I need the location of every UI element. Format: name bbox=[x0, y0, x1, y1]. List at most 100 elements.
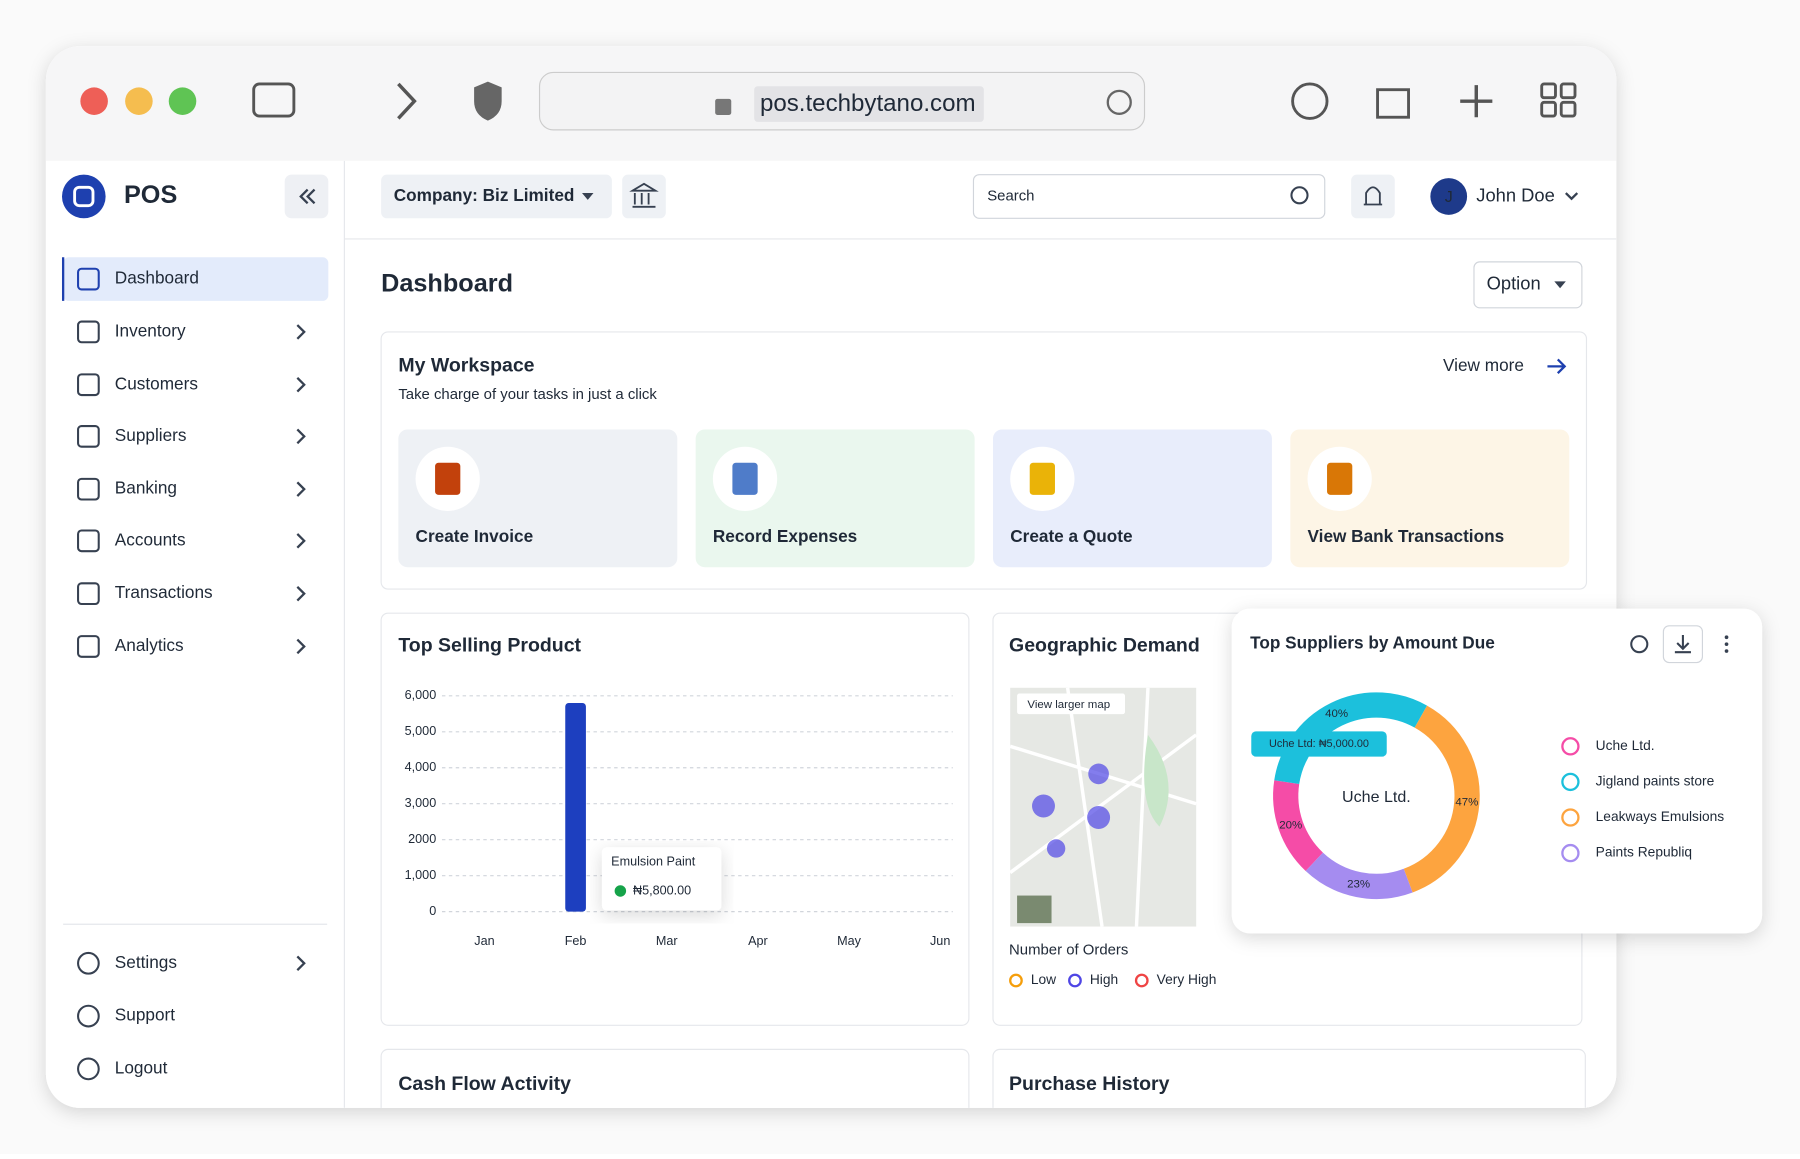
map-hotspot bbox=[1087, 806, 1111, 829]
y-tick-label: 1,000 bbox=[405, 868, 437, 882]
option-caret bbox=[1554, 281, 1566, 289]
refresh-button[interactable] bbox=[1630, 635, 1649, 654]
logo-mark bbox=[73, 185, 95, 208]
nav-item[interactable]: Banking bbox=[115, 478, 177, 498]
download-icon bbox=[1674, 634, 1691, 654]
nav-item[interactable]: Accounts bbox=[115, 529, 186, 549]
tooltip-series: Emulsion Paint bbox=[611, 855, 696, 869]
nav-icon bbox=[77, 320, 100, 344]
nav-icon bbox=[77, 1057, 100, 1081]
nav-item[interactable]: Support bbox=[115, 1005, 175, 1025]
tabs-button[interactable] bbox=[1540, 82, 1577, 118]
action-label: Create Invoice bbox=[416, 526, 534, 546]
user-name[interactable]: John Doe bbox=[1476, 184, 1555, 205]
share-button[interactable] bbox=[1376, 88, 1410, 119]
option-label: Option bbox=[1487, 273, 1541, 294]
nav-item[interactable]: Settings bbox=[115, 952, 177, 972]
map-link[interactable]: View larger map bbox=[1027, 699, 1110, 711]
bank-button[interactable] bbox=[622, 174, 666, 219]
legend-label: High bbox=[1090, 972, 1118, 987]
maximize-button[interactable] bbox=[168, 87, 197, 115]
purchase-card bbox=[992, 1048, 1586, 1108]
action-icon bbox=[1029, 462, 1055, 495]
nav-chevron bbox=[296, 481, 306, 497]
map-park bbox=[1144, 734, 1169, 827]
nav-chevron bbox=[296, 585, 306, 602]
sidebar-toggle[interactable] bbox=[252, 82, 296, 118]
x-tick-label: May bbox=[837, 934, 862, 948]
close-button[interactable] bbox=[80, 87, 108, 115]
legend-label: Low bbox=[1031, 972, 1056, 987]
nav-item[interactable]: Transactions bbox=[115, 582, 213, 602]
legend-marker bbox=[1068, 973, 1082, 988]
brand: POS bbox=[124, 181, 177, 209]
legend-label: Leakways Emulsions bbox=[1596, 809, 1725, 824]
nav-icon bbox=[77, 267, 100, 291]
nav-item[interactable]: Dashboard bbox=[115, 268, 199, 288]
donut-segment bbox=[1403, 705, 1480, 893]
logo bbox=[61, 174, 106, 219]
legend-marker bbox=[1009, 973, 1023, 988]
company: Company: Biz Limited bbox=[394, 185, 575, 205]
tooltip-label: Uche Ltd: ₦5,000.00 bbox=[1269, 738, 1369, 750]
donut-segment bbox=[1273, 780, 1324, 871]
bank-icon bbox=[629, 182, 659, 208]
y-tick-label: 0 bbox=[429, 904, 436, 918]
cashflow-card bbox=[380, 1048, 970, 1108]
chart-title: Top Selling Product bbox=[398, 635, 581, 657]
nav-item[interactable]: Customers bbox=[115, 373, 198, 393]
chart-title: Top Suppliers by Amount Due bbox=[1250, 633, 1495, 653]
view-more-arrow bbox=[1547, 358, 1567, 375]
nav-item[interactable]: Analytics bbox=[115, 635, 184, 655]
nav-item[interactable]: Logout bbox=[115, 1057, 168, 1077]
view-more[interactable]: View more bbox=[1443, 355, 1524, 375]
map-link-box bbox=[1017, 693, 1125, 715]
nav-active bbox=[63, 257, 329, 301]
search-box[interactable] bbox=[972, 174, 1326, 219]
bell-icon bbox=[1363, 186, 1383, 206]
back-button[interactable] bbox=[397, 82, 417, 120]
download-button[interactable] bbox=[1291, 82, 1329, 120]
segment-label: 40% bbox=[1325, 708, 1348, 720]
minimize-button[interactable] bbox=[125, 87, 153, 115]
y-tick-label: 2000 bbox=[408, 832, 436, 846]
map-hotspot bbox=[1032, 794, 1055, 818]
option-button[interactable] bbox=[1473, 261, 1583, 309]
page-title: Dashboard bbox=[381, 270, 513, 298]
center-label: Uche Ltd. bbox=[1342, 788, 1411, 806]
workspace-card bbox=[380, 331, 1588, 590]
lock-icon bbox=[715, 98, 732, 115]
segment-label: 47% bbox=[1455, 797, 1478, 809]
map-thumbnail[interactable] bbox=[1017, 895, 1052, 924]
company-select[interactable] bbox=[381, 174, 612, 219]
notification-button[interactable] bbox=[1351, 174, 1395, 219]
action-icon bbox=[732, 462, 758, 495]
more-button[interactable] bbox=[1724, 635, 1729, 653]
y-tick-label: 4,000 bbox=[405, 760, 437, 774]
nav-icon bbox=[77, 635, 100, 658]
search-placeholder: Search bbox=[987, 187, 1034, 204]
nav-chevron bbox=[296, 638, 306, 655]
avatar-initial: J bbox=[1445, 188, 1453, 206]
y-tick-label: 3,000 bbox=[405, 796, 437, 810]
avatar[interactable] bbox=[1430, 178, 1468, 215]
nav-icon bbox=[77, 477, 100, 501]
action-icon bbox=[1327, 462, 1353, 495]
collapse-icon bbox=[299, 188, 316, 205]
nav-chevron bbox=[296, 428, 306, 445]
y-tick-label: 6,000 bbox=[405, 688, 437, 702]
nav-icon bbox=[77, 582, 100, 606]
x-tick-label: Mar bbox=[656, 934, 678, 948]
tooltip bbox=[1251, 731, 1387, 757]
nav-item[interactable]: Inventory bbox=[115, 320, 186, 340]
legend-marker bbox=[1134, 973, 1149, 988]
new-tab-button[interactable] bbox=[1460, 85, 1493, 118]
reload-button[interactable] bbox=[1106, 89, 1132, 115]
legend-marker bbox=[1561, 737, 1580, 756]
legend-marker bbox=[1561, 808, 1580, 827]
segment-label: 20% bbox=[1279, 819, 1302, 831]
nav-icon bbox=[77, 1004, 100, 1028]
nav-icon bbox=[77, 529, 100, 553]
nav-item[interactable]: Suppliers bbox=[115, 425, 187, 445]
nav-chevron bbox=[296, 324, 306, 340]
